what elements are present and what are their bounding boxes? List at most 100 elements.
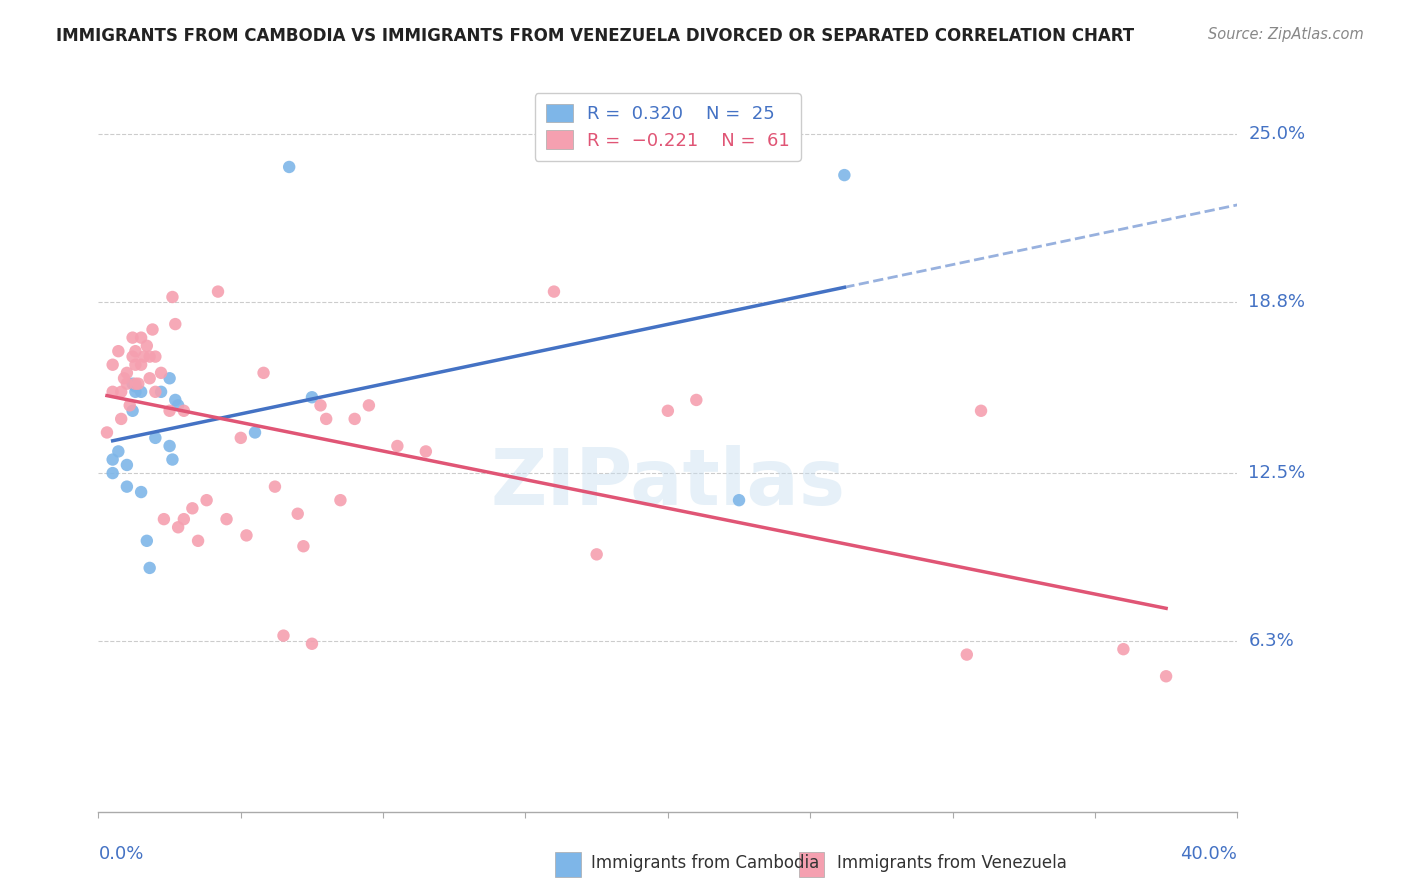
Point [357, 398, 380, 412]
Point [229, 431, 252, 445]
Point [309, 398, 332, 412]
Point [129, 358, 152, 372]
Point [235, 528, 257, 542]
Point [124, 379, 146, 393]
Point [162, 290, 184, 304]
Point [252, 366, 274, 380]
Point [107, 444, 129, 458]
Point [165, 317, 187, 331]
Point [685, 392, 707, 407]
Point [657, 404, 679, 418]
Point [292, 539, 315, 553]
Point [138, 350, 160, 364]
Point [115, 480, 138, 494]
Bar [555, 852, 581, 877]
Point [101, 466, 124, 480]
Point [215, 512, 238, 526]
Point [243, 425, 266, 440]
Point [96, 425, 118, 440]
Point [127, 376, 149, 391]
Text: 0.0%: 0.0% [98, 845, 143, 863]
Point [124, 384, 146, 399]
Text: IMMIGRANTS FROM CAMBODIA VS IMMIGRANTS FROM VENEZUELA DIVORCED OR SEPARATED CORR: IMMIGRANTS FROM CAMBODIA VS IMMIGRANTS F… [56, 27, 1135, 45]
Point [121, 376, 143, 391]
Point [159, 371, 181, 385]
Point [387, 439, 409, 453]
Point [543, 285, 565, 299]
Point [124, 358, 146, 372]
Point [115, 458, 138, 472]
Point [121, 331, 143, 345]
Point [301, 637, 323, 651]
Point [1112, 642, 1135, 657]
Point [135, 339, 157, 353]
Text: 6.3%: 6.3% [1249, 632, 1294, 650]
Point [101, 384, 124, 399]
Point [585, 547, 607, 561]
Point [135, 533, 157, 548]
Point [110, 412, 132, 426]
Point [129, 485, 152, 500]
Point [124, 376, 146, 391]
Point [264, 480, 287, 494]
Point [153, 512, 176, 526]
Point [150, 384, 173, 399]
Text: 25.0%: 25.0% [1249, 126, 1306, 144]
Point [834, 168, 856, 182]
Point [273, 629, 295, 643]
Point [301, 390, 323, 404]
Point [138, 561, 160, 575]
Point [132, 350, 155, 364]
Point [107, 344, 129, 359]
Point [150, 366, 173, 380]
Point [165, 392, 187, 407]
Point [195, 493, 218, 508]
Text: Immigrants from Cambodia: Immigrants from Cambodia [591, 855, 818, 872]
Point [278, 160, 301, 174]
Point [145, 431, 167, 445]
Point [110, 384, 132, 399]
Legend: R =  0.320    N =  25, R =  −0.221    N =  61: R = 0.320 N = 25, R = −0.221 N = 61 [534, 93, 801, 161]
Point [101, 358, 124, 372]
Point [138, 371, 160, 385]
Text: 12.5%: 12.5% [1249, 464, 1306, 482]
Point [173, 404, 195, 418]
Text: ZIPatlas: ZIPatlas [491, 444, 845, 521]
Point [1154, 669, 1177, 683]
Point [315, 412, 337, 426]
Point [287, 507, 309, 521]
Point [115, 376, 138, 391]
Point [415, 444, 437, 458]
Point [145, 350, 167, 364]
Point [145, 384, 167, 399]
Text: Immigrants from Venezuela: Immigrants from Venezuela [837, 855, 1066, 872]
Point [121, 404, 143, 418]
Point [141, 322, 163, 336]
Point [728, 493, 751, 508]
Text: 18.8%: 18.8% [1249, 293, 1305, 311]
Point [101, 452, 124, 467]
Point [159, 439, 181, 453]
Text: 40.0%: 40.0% [1181, 845, 1237, 863]
Point [118, 398, 141, 412]
Bar [799, 852, 824, 877]
Point [207, 285, 229, 299]
Point [167, 398, 190, 412]
Point [956, 648, 979, 662]
Point [159, 404, 181, 418]
Point [121, 350, 143, 364]
Point [129, 331, 152, 345]
Point [343, 412, 366, 426]
Point [970, 404, 993, 418]
Point [112, 371, 135, 385]
Point [167, 520, 190, 534]
Point [173, 512, 195, 526]
Point [162, 452, 184, 467]
Point [129, 384, 152, 399]
Point [187, 533, 209, 548]
Point [181, 501, 204, 516]
Point [124, 344, 146, 359]
Text: Source: ZipAtlas.com: Source: ZipAtlas.com [1208, 27, 1364, 42]
Point [329, 493, 352, 508]
Point [115, 366, 138, 380]
